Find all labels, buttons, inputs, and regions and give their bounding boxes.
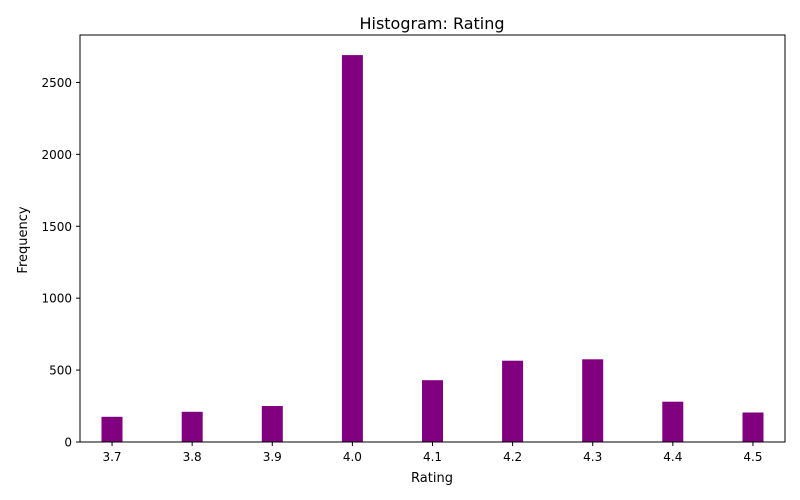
histogram-bar xyxy=(101,416,123,442)
x-tick-label: 4.2 xyxy=(503,450,522,464)
y-tick-label: 2000 xyxy=(41,148,72,162)
x-tick-label: 3.9 xyxy=(263,450,282,464)
x-tick-label: 4.1 xyxy=(423,450,442,464)
y-axis-ticks: 0 500 1000 1500 2000 2500 xyxy=(41,76,80,450)
y-tick-label: 0 xyxy=(64,436,72,450)
x-tick-label: 4.5 xyxy=(743,450,762,464)
histogram-bar xyxy=(662,401,684,442)
histogram-bar xyxy=(582,359,604,442)
y-tick-label: 500 xyxy=(49,364,72,378)
histogram-bar xyxy=(181,411,203,442)
histogram-bar xyxy=(341,55,363,442)
y-axis-label: Frequency xyxy=(16,206,31,273)
histogram-bar xyxy=(742,412,764,442)
y-tick-label: 1500 xyxy=(41,220,72,234)
y-tick-label: 1000 xyxy=(41,292,72,306)
x-tick-label: 3.8 xyxy=(183,450,202,464)
histogram-bar xyxy=(422,380,443,442)
plot-frame xyxy=(79,34,786,443)
bars-group xyxy=(101,55,764,442)
y-tick-label: 2500 xyxy=(41,76,72,90)
histogram-bar xyxy=(261,406,283,442)
x-axis-label: Rating xyxy=(411,471,453,486)
x-axis-ticks: 3.7 3.8 3.9 4.0 4.1 4.2 4.3 4.4 4.5 xyxy=(102,442,763,464)
x-tick-label: 4.3 xyxy=(583,450,602,464)
histogram-bar xyxy=(502,360,524,442)
x-tick-label: 3.7 xyxy=(102,450,121,464)
x-tick-label: 4.0 xyxy=(343,450,362,464)
x-tick-label: 4.4 xyxy=(663,450,682,464)
chart-title: Histogram: Rating xyxy=(359,14,504,33)
